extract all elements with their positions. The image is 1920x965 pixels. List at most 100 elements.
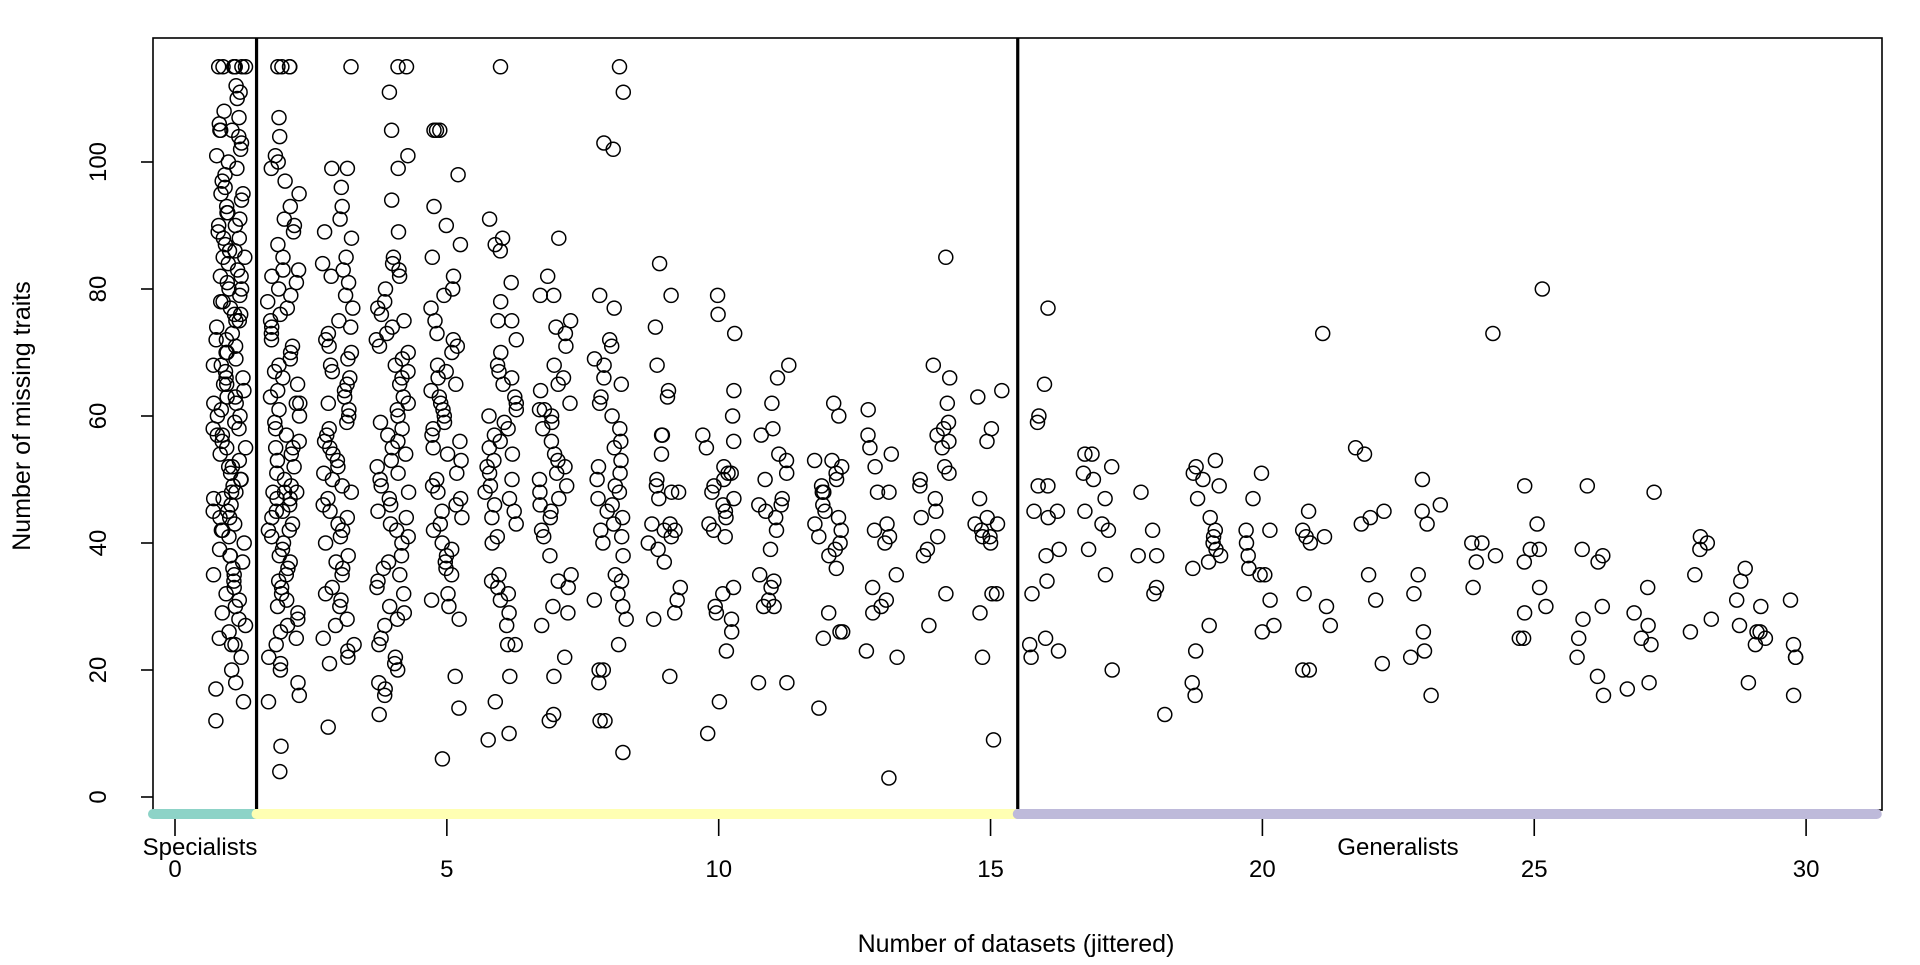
data-point <box>769 370 786 386</box>
data-point <box>550 376 566 393</box>
data-point <box>450 166 466 183</box>
generalists-label: Generalists <box>1337 834 1458 861</box>
data-point <box>1728 592 1745 608</box>
data-point <box>438 547 455 564</box>
data-point <box>499 636 516 653</box>
data-point <box>1080 541 1097 558</box>
data-point <box>1029 414 1046 431</box>
data-point <box>343 59 359 75</box>
data-point <box>1374 655 1391 672</box>
data-point <box>443 567 460 583</box>
data-point <box>1687 567 1703 583</box>
data-point <box>811 700 827 716</box>
data-point <box>208 147 225 164</box>
data-point <box>389 401 406 418</box>
data-point <box>672 579 689 596</box>
data-point <box>938 586 954 602</box>
data-point <box>369 459 385 475</box>
data-point <box>807 516 823 532</box>
data-point <box>1590 554 1606 570</box>
data-point <box>271 109 287 126</box>
data-point <box>425 522 442 539</box>
data-point <box>811 528 827 545</box>
data-point <box>283 287 299 304</box>
data-point <box>448 376 464 393</box>
data-point <box>435 401 451 418</box>
data-point <box>1133 484 1149 500</box>
data-point <box>437 554 454 570</box>
data-point <box>662 668 678 685</box>
y-tick-label: 40 <box>85 530 112 557</box>
data-point <box>1262 522 1278 539</box>
data-point <box>436 408 453 424</box>
data-point <box>208 713 224 729</box>
data-point <box>723 611 740 627</box>
data-point <box>396 313 412 329</box>
data-point <box>425 420 441 437</box>
data-point <box>376 687 393 704</box>
data-point <box>560 579 576 596</box>
data-point <box>215 249 231 266</box>
data-point <box>545 598 561 615</box>
data-point <box>274 59 290 75</box>
data-point <box>233 135 250 151</box>
y-tick-label: 80 <box>85 276 112 303</box>
data-point <box>1410 567 1426 583</box>
data-point <box>375 560 392 577</box>
data-point <box>508 395 525 412</box>
data-point <box>879 516 895 532</box>
data-point <box>320 395 337 412</box>
data-point <box>670 484 687 500</box>
data-point <box>1187 643 1204 659</box>
data-point <box>269 598 286 615</box>
data-point <box>322 503 338 520</box>
data-point <box>813 478 830 494</box>
data-point <box>548 465 565 481</box>
data-point <box>750 674 767 691</box>
data-point <box>1322 617 1339 634</box>
data-point <box>208 332 224 348</box>
data-point <box>282 198 299 215</box>
data-point <box>610 636 627 653</box>
data-point <box>343 484 360 500</box>
data-point <box>334 560 351 577</box>
data-point <box>430 370 446 386</box>
data-point <box>425 440 441 456</box>
data-point <box>429 325 445 342</box>
data-point <box>208 319 225 335</box>
data-point <box>276 211 293 227</box>
data-point <box>983 420 1000 437</box>
data-point <box>551 230 567 246</box>
data-point <box>226 567 242 583</box>
data-point <box>610 586 626 602</box>
data-point <box>225 560 241 577</box>
data-point <box>596 357 612 373</box>
data-point <box>648 478 665 494</box>
data-point <box>288 274 305 291</box>
data-point <box>504 446 521 462</box>
data-point <box>213 186 229 202</box>
data-point <box>611 484 628 500</box>
data-point <box>1211 478 1227 494</box>
data-point <box>698 440 715 456</box>
data-point <box>778 452 795 469</box>
data-point <box>929 528 946 545</box>
data-point <box>233 268 249 285</box>
data-point <box>972 605 988 621</box>
data-point <box>939 395 956 412</box>
data-point <box>541 713 558 729</box>
data-point <box>971 490 988 507</box>
data-point <box>481 440 498 456</box>
data-point <box>1737 560 1753 577</box>
data-point <box>231 420 247 437</box>
data-point <box>708 605 725 621</box>
data-point <box>833 522 849 539</box>
x-axis-title: Number of datasets (jittered) <box>858 930 1175 958</box>
data-point <box>484 509 500 526</box>
data-point <box>590 490 606 507</box>
data-point <box>506 503 522 520</box>
data-point <box>768 522 785 539</box>
data-point <box>387 649 404 666</box>
data-point <box>591 662 607 678</box>
data-point <box>227 59 243 75</box>
